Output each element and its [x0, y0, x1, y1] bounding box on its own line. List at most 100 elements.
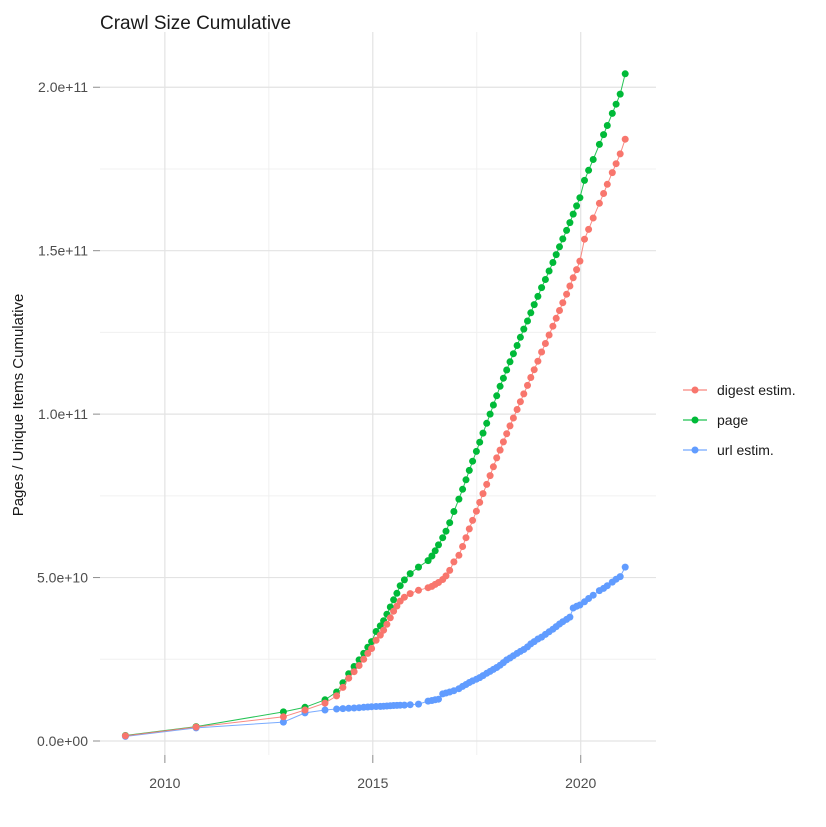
- data-point-page: [520, 325, 528, 333]
- data-point-digest-estim: [406, 590, 414, 598]
- data-point-page: [581, 176, 588, 184]
- data-point-page: [406, 570, 414, 578]
- data-point-page: [509, 350, 517, 358]
- data-point-digest-estim: [333, 692, 341, 700]
- legend-label-digest: digest estim.: [717, 382, 796, 398]
- data-point-page: [556, 243, 563, 251]
- legend: digest estim. page url estim.: [683, 382, 796, 458]
- y-tick-label: 1.5e+11: [38, 243, 88, 259]
- data-point-url-estim: [406, 701, 414, 709]
- data-point-digest-estim: [372, 636, 380, 644]
- data-point-url-estim: [435, 695, 442, 703]
- data-point-digest-estim: [534, 357, 542, 365]
- legend-item-digest: digest estim.: [683, 382, 796, 398]
- data-point-digest-estim: [355, 662, 363, 669]
- data-point-page: [600, 131, 608, 139]
- data-point-url-estim: [279, 718, 287, 726]
- data-point-digest-estim: [476, 498, 484, 506]
- data-point-page: [459, 485, 467, 493]
- data-point-digest-estim: [486, 472, 494, 480]
- data-point-page: [455, 495, 463, 503]
- data-point-digest-estim: [462, 534, 470, 542]
- data-point-page: [621, 70, 629, 78]
- data-point-digest-estim: [345, 674, 353, 682]
- data-point-page: [428, 552, 436, 560]
- series-url-estim: [121, 563, 629, 740]
- data-point-digest-estim: [527, 374, 535, 381]
- data-point-page: [516, 333, 524, 341]
- data-point-digest-estim: [556, 307, 563, 314]
- legend-label-page: page: [717, 412, 748, 428]
- data-point-digest-estim: [569, 274, 577, 282]
- data-point-page: [612, 100, 620, 108]
- data-point-page: [476, 438, 484, 446]
- data-point-digest-estim: [321, 699, 329, 707]
- data-point-url-estim: [566, 613, 574, 621]
- data-point-page: [496, 382, 504, 390]
- axis-tick-marks: [93, 86, 582, 763]
- data-point-page: [589, 156, 597, 163]
- data-point-page: [545, 267, 553, 275]
- data-point-page: [534, 292, 542, 300]
- data-point-page: [390, 596, 398, 604]
- data-point-digest-estim: [383, 620, 391, 628]
- data-point-page: [400, 576, 408, 584]
- data-point-page: [450, 508, 458, 515]
- data-point-digest-estim: [589, 214, 597, 222]
- data-point-digest-estim: [121, 732, 129, 740]
- data-point-digest-estim: [559, 299, 567, 307]
- data-point-page: [442, 527, 450, 535]
- data-point-url-estim: [345, 704, 353, 712]
- data-point-digest-estim: [339, 683, 347, 691]
- data-point-digest-estim: [566, 282, 574, 290]
- x-tick-label: 2020: [565, 775, 596, 791]
- data-series-layer: [121, 70, 629, 740]
- data-point-page: [439, 534, 447, 542]
- series-digest-estim: [121, 135, 629, 740]
- data-point-digest-estim: [563, 290, 571, 298]
- data-point-page: [603, 122, 611, 129]
- data-point-digest-estim: [608, 169, 616, 177]
- data-point-digest-estim: [400, 593, 408, 601]
- data-point-page: [462, 476, 470, 484]
- data-point-page: [446, 519, 454, 527]
- data-point-digest-estim: [503, 430, 511, 438]
- data-point-page: [608, 109, 616, 117]
- legend-key-dot: [691, 446, 699, 454]
- data-point-digest-estim: [386, 614, 394, 622]
- data-point-digest-estim: [600, 190, 608, 197]
- x-tick-label: 2010: [149, 775, 180, 791]
- data-point-page: [573, 202, 581, 210]
- data-point-digest-estim: [415, 586, 422, 594]
- data-point-page: [566, 219, 574, 227]
- data-point-digest-estim: [552, 314, 560, 322]
- y-tick-label: 1.0e+11: [38, 406, 88, 422]
- data-point-digest-estim: [612, 160, 620, 168]
- data-point-page: [541, 276, 549, 283]
- data-point-page: [530, 301, 538, 309]
- data-point-digest-estim: [616, 150, 624, 158]
- data-point-page: [549, 259, 557, 266]
- data-point-page: [506, 358, 514, 366]
- data-point-url-estim: [321, 706, 329, 714]
- data-point-digest-estim: [380, 626, 388, 634]
- data-point-digest-estim: [393, 602, 401, 610]
- data-point-page: [396, 582, 404, 590]
- data-point-page: [559, 235, 567, 243]
- legend-label-url: url estim.: [717, 442, 774, 458]
- data-point-page: [493, 392, 501, 400]
- axis-tick-labels: 2010 2015 2020 0.0e+00 5.0e+10 1.0e+11 1.5e+11…: [37, 79, 597, 791]
- data-point-url-estim: [400, 701, 408, 709]
- data-point-digest-estim: [621, 135, 629, 143]
- y-tick-label: 0.0e+00: [37, 733, 88, 749]
- data-point-digest-estim: [545, 331, 553, 339]
- data-point-digest-estim: [509, 414, 517, 422]
- data-point-digest-estim: [442, 572, 450, 580]
- data-point-digest-estim: [493, 454, 501, 462]
- data-point-digest-estim: [506, 422, 514, 430]
- legend-key-dot: [691, 386, 699, 394]
- y-tick-label: 2.0e+11: [38, 79, 88, 95]
- data-point-digest-estim: [390, 607, 398, 615]
- data-point-page: [431, 547, 439, 555]
- data-point-digest-estim: [520, 390, 528, 398]
